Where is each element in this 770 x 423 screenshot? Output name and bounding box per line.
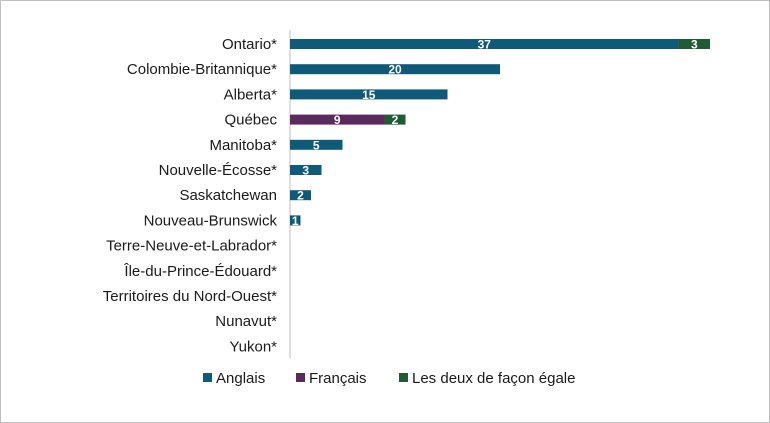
legend-swatch <box>296 373 305 382</box>
bar-segment <box>290 215 301 226</box>
category-label: Yukon* <box>229 338 277 355</box>
data-label: 5 <box>313 138 320 152</box>
category-label: Territoires du Nord-Ouest* <box>103 288 277 305</box>
data-label: 9 <box>334 113 341 127</box>
category-label: Ontario* <box>222 36 277 53</box>
bar-segment <box>290 64 501 75</box>
legend-label: Français <box>309 370 367 387</box>
category-label: Île-du-Prince-Édouard* <box>123 263 277 280</box>
data-label: 2 <box>297 189 304 203</box>
legend-swatch <box>203 373 212 382</box>
data-label: 15 <box>362 88 376 102</box>
legend-swatch <box>399 373 408 382</box>
category-label: Terre-Neuve-et-Labrador* <box>106 238 277 255</box>
legend-label: Anglais <box>216 370 265 387</box>
data-label: 2 <box>392 113 399 127</box>
bar-segment <box>290 190 312 201</box>
bar-segment <box>290 114 385 125</box>
category-label: Saskatchewan <box>179 187 277 204</box>
category-label: Nouvelle-Écosse* <box>159 162 278 179</box>
data-label: 1 <box>292 214 299 228</box>
category-label: Colombie-Britannique* <box>127 61 277 78</box>
data-label: 37 <box>478 38 492 52</box>
category-label: Nunavut* <box>215 313 277 330</box>
data-label: 3 <box>691 38 698 52</box>
category-label: Québec <box>224 112 277 129</box>
category-label: Nouveau-Brunswick <box>144 212 278 229</box>
bar-segment <box>290 165 322 175</box>
legend-label: Les deux de façon égale <box>412 370 575 387</box>
category-label: Manitoba* <box>209 137 277 154</box>
bar-segment <box>678 39 711 49</box>
category-label: Alberta* <box>224 86 278 103</box>
data-label: 3 <box>302 164 309 178</box>
data-label: 20 <box>388 63 402 77</box>
bar-segment <box>290 139 343 150</box>
bar-segment <box>384 114 406 125</box>
bar-segment <box>290 89 448 100</box>
bar-segment <box>290 39 679 49</box>
